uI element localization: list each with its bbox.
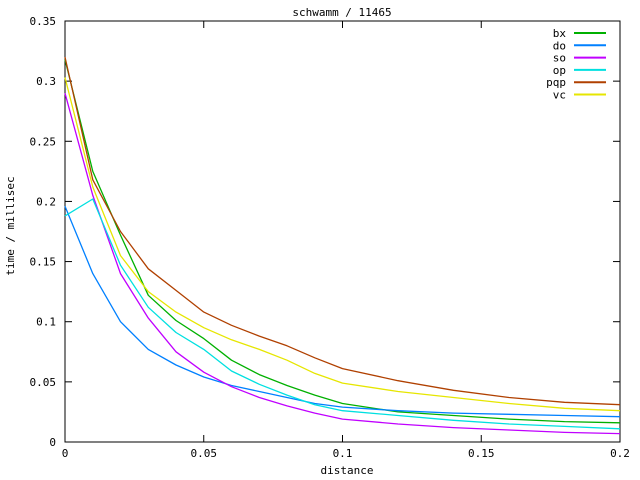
y-tick-label: 0.05 (30, 376, 57, 389)
chart-title: schwamm / 11465 (292, 6, 391, 19)
series-line-vc (64, 77, 621, 412)
series-lines-group (64, 56, 621, 435)
legend-label-so: so (553, 52, 566, 65)
y-tick-label: 0.2 (36, 195, 56, 208)
y-tick-label: 0.25 (30, 135, 57, 148)
series-line-do (64, 205, 621, 418)
plot-border (64, 20, 621, 443)
legend-label-do: do (553, 39, 566, 52)
y-tick-label: 0 (49, 436, 56, 449)
legend-label-bx: bx (553, 27, 567, 40)
y-tick-label: 0.35 (30, 15, 57, 28)
series-line-pqp (64, 56, 621, 406)
y-tick-label: 0.15 (30, 256, 57, 269)
legend-label-pqp: pqp (546, 76, 566, 89)
tick-labels-group: 0 0.05 0.1 0.15 0.2 0 0.05 0.1 0.15 0.2 0.25 0.3 0.3… (30, 15, 630, 460)
y-tick-label: 0.3 (36, 75, 56, 88)
legend-label-vc: vc (553, 89, 566, 102)
plot-border-group (64, 20, 621, 443)
y-tick-label: 0.1 (36, 316, 56, 329)
legend-label-op: op (553, 64, 566, 77)
axis-ticks-group (64, 20, 621, 443)
series-line-so (64, 93, 621, 435)
x-tick-label: 0.15 (468, 447, 495, 460)
series-line-op (64, 198, 621, 430)
x-tick-label: 0 (62, 447, 69, 460)
x-tick-label: 0.05 (191, 447, 218, 460)
x-axis-label: distance (321, 464, 374, 477)
series-line-bx (64, 59, 621, 424)
y-axis-label: time / millisec (4, 176, 17, 275)
x-tick-label: 0.2 (610, 447, 630, 460)
x-tick-label: 0.1 (333, 447, 353, 460)
